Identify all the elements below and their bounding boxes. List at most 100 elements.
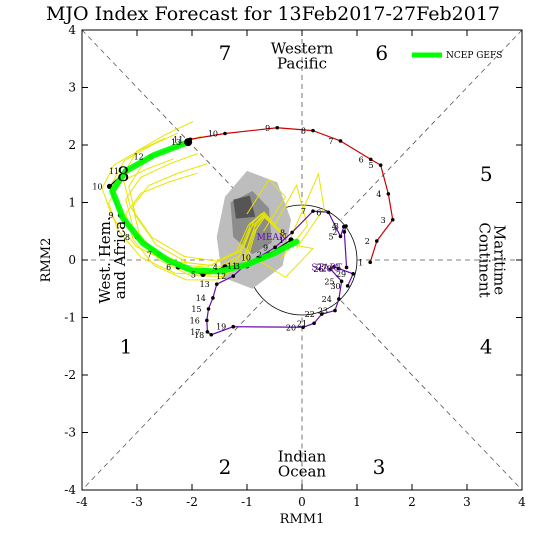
ensemble-member-line [246,178,287,232]
series-point [311,209,315,213]
series-point [312,321,316,326]
point-label: 19 [216,323,226,332]
point-label: 9 [263,243,268,252]
point-label: 24 [322,295,332,304]
center-label: START [311,263,342,273]
series-point [342,224,346,229]
ensemble-member-line [257,242,315,278]
series-line [206,210,354,336]
phase-number: 6 [375,41,388,65]
x-tick-label: 4 [518,495,526,509]
phase-number: 4 [480,334,493,358]
point-label: 29 [336,270,346,279]
point-label: 10 [208,130,218,139]
x-axis-label: RMM1 [280,512,325,527]
phase-number: 7 [219,41,232,65]
series-point [386,192,391,196]
ensemble-member-line [290,171,325,249]
phase-boundary-line [340,300,523,491]
series-point [368,260,373,265]
y-tick-label: 3 [68,81,76,95]
phase-number: 1 [120,334,133,358]
gefs-mean-line [109,139,300,275]
y-tick-label: 1 [68,196,76,210]
point-label: 11 [227,262,237,271]
series-point [351,272,355,276]
series-point [106,183,113,189]
point-label: 11 [173,135,183,144]
point-label: 4 [332,223,337,232]
point-label: 5 [328,232,333,241]
series-point [231,324,236,329]
center-label: MEAN [257,233,287,243]
x-tick-label: -1 [241,495,253,509]
phase-boundary-line [81,300,264,491]
series-point [333,308,337,313]
x-tick-label: 3 [463,495,471,509]
series-point [205,330,210,334]
region-label-line: West. Hem. [96,216,114,303]
point-label: 9 [108,211,113,220]
forecast-start-dot [184,138,193,147]
phase-number: 5 [480,162,493,186]
point-label: 12 [134,153,144,162]
point-label: 8 [280,228,285,237]
ensemble-member-line [122,120,286,262]
point-label: 6 [359,155,364,164]
region-label-line: Western [271,39,334,57]
series-point [337,297,341,301]
point-label: 21 [297,319,307,328]
point-label: 22 [305,310,315,319]
point-label: 2 [257,250,262,259]
phase-number: 8 [117,162,130,186]
y-tick-label: -4 [64,483,76,497]
series-point [337,266,341,271]
point-label: 3 [235,262,240,271]
ensemble-member-line [125,172,286,281]
series-point [378,163,383,167]
point-label: 30 [330,282,340,291]
point-label: 5 [369,161,374,170]
chart-title: MJO Index Forecast for 13Feb2017-27Feb20… [46,3,500,25]
point-label: 7 [328,137,333,146]
series-point [342,230,347,234]
series-point [390,217,395,222]
region-label-line: Pacific [277,54,327,72]
series-point [339,279,344,284]
phase-boundary-line [340,29,523,220]
y-tick-label: -3 [64,426,76,440]
y-tick-label: -1 [64,311,76,325]
series-point [273,245,277,250]
y-tick-label: 2 [68,138,76,152]
point-label: 13 [171,138,181,147]
series-point [290,230,294,235]
point-label: 1 [279,236,284,245]
series-point [332,265,336,269]
point-label: 16 [190,316,200,325]
point-label: 6 [316,208,321,217]
point-label: 2 [332,228,337,237]
series-point [375,239,379,243]
series-point [326,210,331,215]
point-label: 7 [147,250,152,259]
y-tick-label: -2 [64,368,76,382]
point-label: 13 [200,280,210,289]
x-tick-label: -3 [131,495,143,509]
region-label: West. Hem.and Africa [96,216,129,303]
region-label-line: and Africa [111,221,129,299]
x-tick-label: 1 [353,495,361,509]
point-label: 4 [376,190,381,199]
series-point [344,265,349,270]
point-label: 27 [317,263,327,272]
series-point [214,282,219,286]
point-label: 6 [166,263,171,272]
series-point [338,139,343,143]
y-tick-label: 0 [68,253,76,267]
x-tick-label: -2 [186,495,198,509]
point-label: 3 [334,222,339,231]
x-tick-label: -4 [76,495,88,509]
region-label-line: Maritime [490,225,508,295]
series-point [205,318,209,323]
